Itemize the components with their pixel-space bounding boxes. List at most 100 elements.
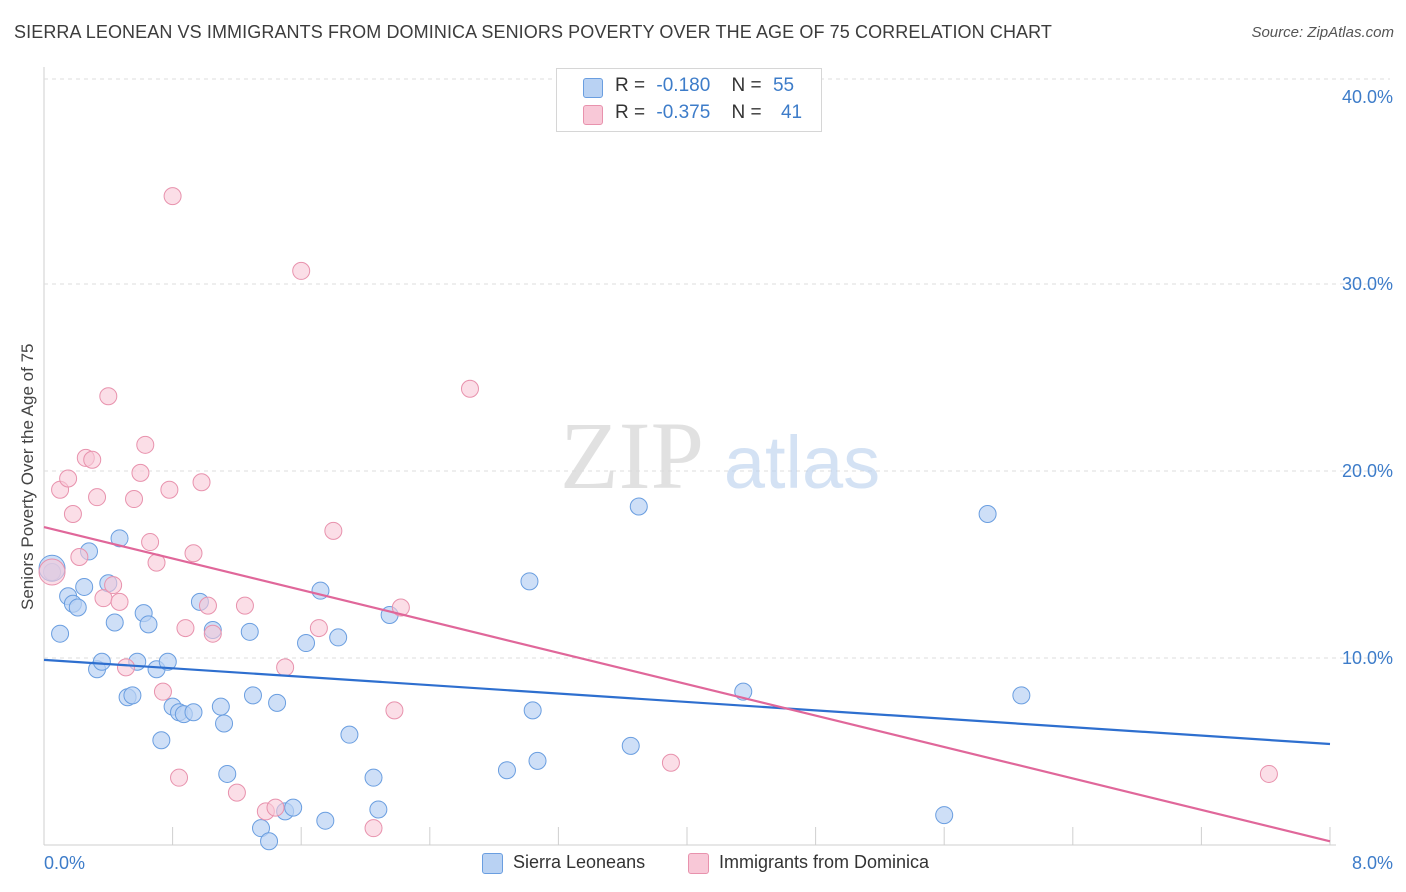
data-point-dominica — [116, 658, 135, 677]
data-point-dominica — [276, 658, 295, 677]
data-point-dominica — [184, 544, 203, 563]
data-point-dominica — [88, 488, 107, 507]
y-tick-label: 20.0% — [1342, 461, 1393, 481]
data-point-sierra-leoneans — [528, 751, 547, 770]
trend-lines — [43, 526, 1331, 843]
legend-n-value: 55 — [772, 75, 795, 96]
data-point-sierra-leoneans — [110, 529, 129, 548]
data-point-sierra-leoneans — [935, 806, 954, 825]
data-point-sierra-leoneans — [340, 725, 359, 744]
data-point-sierra-leoneans — [92, 652, 111, 671]
data-point-dominica — [83, 450, 102, 469]
grid-lines — [43, 67, 1390, 846]
data-point-dominica — [364, 819, 383, 838]
data-point-sierra-leoneans — [184, 703, 203, 722]
legend-r-value: -0.180 — [656, 75, 711, 96]
data-point-sierra-leoneans — [629, 497, 648, 516]
data-point-dominica — [63, 505, 82, 524]
data-point-sierra-leoneans — [243, 686, 262, 705]
data-point-sierra-leoneans — [240, 622, 259, 641]
data-point-dominica — [292, 261, 311, 280]
data-point-dominica — [160, 480, 179, 499]
legend-r-label: R = — [615, 102, 646, 123]
data-point-sierra-leoneans — [51, 624, 70, 643]
data-point-sierra-leoneans — [497, 761, 516, 780]
data-point-dominica — [266, 798, 285, 817]
series-sierra-leoneans-points — [38, 497, 1031, 851]
chart-title: SIERRA LEONEAN VS IMMIGRANTS FROM DOMINI… — [14, 22, 1053, 42]
legend-n-value: 41 — [780, 102, 803, 123]
data-point-sierra-leoneans — [105, 613, 124, 632]
data-point-sierra-leoneans — [252, 819, 271, 838]
legend-swatch-blue — [583, 78, 603, 98]
y-axis-label: Seniors Poverty Over the Age of 75 — [18, 343, 37, 610]
data-point-dominica — [136, 435, 155, 454]
y-tick-labels: 10.0% 20.0% 30.0% 40.0% — [1342, 87, 1393, 668]
data-point-dominica — [110, 592, 129, 611]
data-point-sierra-leoneans — [268, 693, 287, 712]
data-point-sierra-leoneans — [978, 505, 997, 524]
data-point-sierra-leoneans — [260, 832, 279, 851]
data-point-dominica — [385, 701, 404, 720]
bottom-legend-swatch-pink — [688, 853, 709, 874]
watermark-atlas: atlas — [724, 421, 880, 504]
correlation-legend: R = -0.180 N = 55 R = -0.375 N = 41 — [556, 68, 822, 132]
data-point-dominica — [59, 469, 78, 488]
legend-r-label: R = — [615, 75, 646, 96]
trend-line-sierra-leoneans — [43, 658, 1331, 746]
series-dominica-points — [38, 187, 1278, 838]
data-point-sierra-leoneans — [621, 736, 640, 755]
data-point-dominica — [170, 768, 189, 787]
data-point-dominica — [99, 387, 118, 406]
bottom-legend-swatch-blue — [482, 853, 503, 874]
legend-n-label: N = — [731, 102, 762, 123]
y-tick-label: 40.0% — [1342, 87, 1393, 107]
data-point-sierra-leoneans — [75, 577, 94, 596]
data-point-dominica — [141, 533, 160, 552]
legend-r-value: -0.375 — [656, 102, 711, 123]
data-point-sierra-leoneans — [316, 811, 335, 830]
data-point-dominica — [1259, 764, 1278, 783]
data-point-sierra-leoneans — [520, 572, 539, 591]
data-point-sierra-leoneans — [215, 714, 234, 733]
data-point-dominica — [125, 490, 144, 509]
data-point-sierra-leoneans — [218, 764, 237, 783]
data-point-dominica — [235, 596, 254, 615]
data-point-sierra-leoneans — [152, 731, 171, 750]
legend-swatch-pink — [583, 105, 603, 125]
data-point-sierra-leoneans — [211, 697, 230, 716]
data-point-dominica — [131, 463, 150, 482]
data-point-dominica — [38, 558, 66, 586]
data-point-sierra-leoneans — [158, 652, 177, 671]
data-point-dominica — [70, 548, 89, 567]
data-point-sierra-leoneans — [297, 634, 316, 653]
data-point-dominica — [104, 576, 123, 595]
bottom-legend-label: Immigrants from Dominica — [719, 852, 930, 872]
data-point-dominica — [309, 619, 328, 638]
data-point-dominica — [661, 753, 680, 772]
x-tick-marks — [172, 827, 1331, 845]
data-point-dominica — [460, 379, 479, 398]
bottom-legend-label: Sierra Leoneans — [513, 852, 646, 872]
data-point-sierra-leoneans — [523, 701, 542, 720]
data-point-sierra-leoneans — [68, 598, 87, 617]
data-point-dominica — [203, 624, 222, 643]
data-point-dominica — [198, 596, 217, 615]
data-point-sierra-leoneans — [139, 615, 158, 634]
data-point-dominica — [227, 783, 246, 802]
data-point-sierra-leoneans — [284, 798, 303, 817]
data-point-sierra-leoneans — [364, 768, 383, 787]
data-point-dominica — [163, 187, 182, 206]
legend-n-label: N = — [731, 75, 762, 96]
data-point-dominica — [391, 598, 410, 617]
trend-line-dominica — [43, 526, 1331, 843]
y-tick-label: 30.0% — [1342, 274, 1393, 294]
data-point-dominica — [176, 619, 195, 638]
data-point-dominica — [192, 473, 211, 492]
watermark-zip: ZIP — [560, 402, 704, 509]
y-tick-label: 10.0% — [1342, 648, 1393, 668]
data-point-dominica — [324, 521, 343, 540]
x-tick-labels: 0.0% 8.0% — [44, 853, 1393, 873]
chart-source: Source: ZipAtlas.com — [1251, 24, 1394, 41]
